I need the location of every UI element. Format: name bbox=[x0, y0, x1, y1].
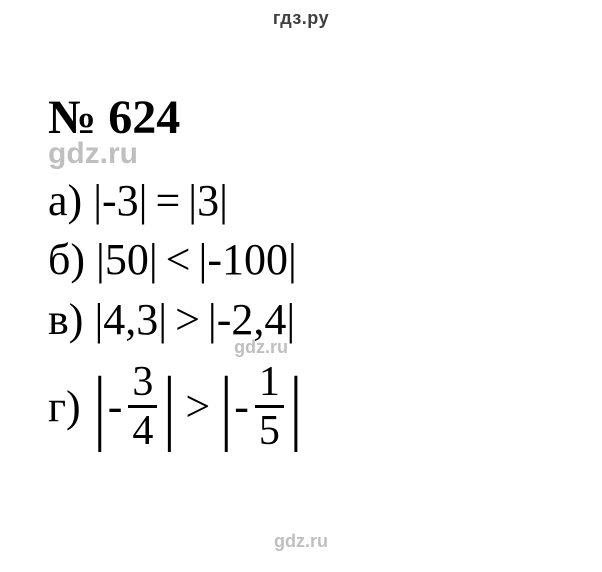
abs-open: | bbox=[93, 171, 102, 230]
lhs-b: 50 bbox=[105, 230, 149, 289]
abs-open: | bbox=[96, 230, 105, 289]
label-b: б) bbox=[48, 230, 85, 289]
fraction-rhs-g: 1 5 bbox=[255, 361, 284, 452]
lhs-num-g: 3 bbox=[128, 361, 157, 405]
lhs-sign-g: - bbox=[108, 377, 123, 436]
abs-open: | bbox=[199, 230, 208, 289]
rhs-num-g: 1 bbox=[255, 361, 284, 405]
rhs-sign-g: - bbox=[234, 377, 249, 436]
abs-open: | bbox=[220, 350, 232, 463]
abs-close: | bbox=[149, 230, 158, 289]
abs-close: | bbox=[158, 290, 167, 349]
solution-content: № 624 gdz.ru а) |-3| = |3| б) |50| < |-1… bbox=[48, 90, 304, 452]
abs-close: | bbox=[139, 171, 148, 230]
space bbox=[81, 377, 92, 436]
operator-a: = bbox=[155, 171, 180, 230]
space bbox=[82, 171, 93, 230]
operator-v: > bbox=[175, 290, 200, 349]
abs-open: | bbox=[94, 350, 106, 463]
rhs-a: 3 bbox=[197, 171, 219, 230]
abs-close: | bbox=[288, 230, 297, 289]
abs-close: | bbox=[163, 350, 175, 463]
watermark-lower: gdz.ru bbox=[274, 531, 328, 552]
abs-close: | bbox=[219, 171, 228, 230]
rhs-container-g: gdz.ru |- 1 5 | bbox=[218, 361, 304, 452]
lhs-a: -3 bbox=[102, 171, 139, 230]
label-v: в) bbox=[48, 290, 83, 349]
space bbox=[85, 230, 96, 289]
operator-b: < bbox=[166, 230, 191, 289]
abs-close: | bbox=[290, 350, 302, 463]
abs-open: | bbox=[94, 290, 103, 349]
rhs-b: -100 bbox=[207, 230, 288, 289]
label-a: а) bbox=[48, 171, 82, 230]
header-watermark: гдз.ру bbox=[273, 8, 329, 29]
abs-open: | bbox=[188, 171, 197, 230]
line-g: г) |- 3 4 | > gdz.ru |- 1 5 | bbox=[48, 361, 304, 452]
line-a: а) |-3| = |3| bbox=[48, 171, 304, 230]
lhs-v: 4,3 bbox=[103, 290, 158, 349]
fraction-lhs-g: 3 4 bbox=[128, 361, 157, 452]
rhs-den-g: 5 bbox=[255, 405, 284, 452]
operator-g: > bbox=[185, 377, 210, 436]
watermark-inline: gdz.ru bbox=[234, 335, 288, 359]
label-g: г) bbox=[48, 377, 81, 436]
abs-open: | bbox=[208, 290, 217, 349]
lhs-den-g: 4 bbox=[128, 405, 157, 452]
space bbox=[83, 290, 94, 349]
line-b: б) |50| < |-100| bbox=[48, 230, 304, 289]
